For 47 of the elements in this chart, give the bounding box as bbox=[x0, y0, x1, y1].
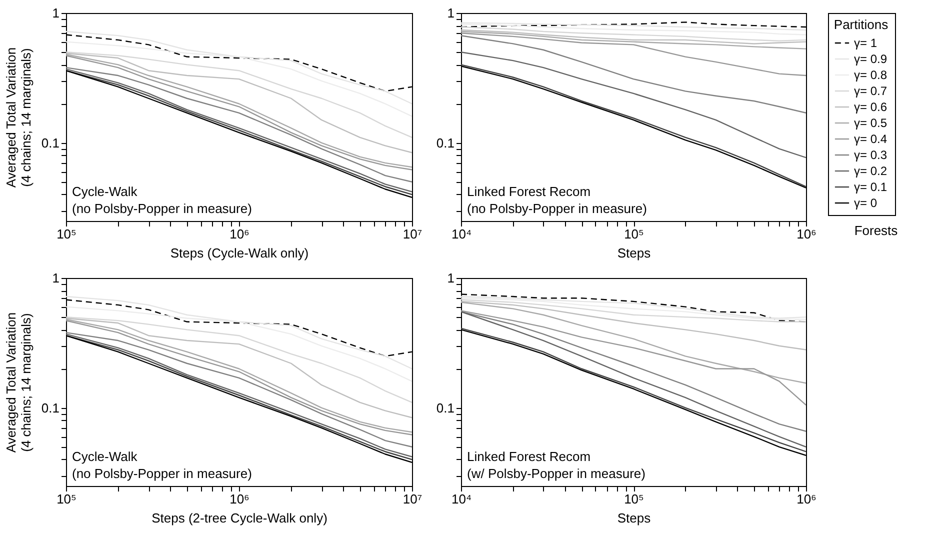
annotation: (no Polsby-Popper in measure) bbox=[72, 201, 252, 216]
legend-title: Partitions bbox=[834, 17, 889, 32]
legend-label: γ= 0.7 bbox=[854, 84, 888, 98]
y-axis-title: Averaged Total Variation (4 chains; 14 marginals) bbox=[3, 312, 34, 453]
legend-label: γ= 0.8 bbox=[854, 68, 888, 82]
legend-label: γ= 0.6 bbox=[854, 100, 888, 114]
x-tick-label: 10⁷ bbox=[402, 226, 422, 242]
y-tick-label: 1 bbox=[52, 6, 60, 20]
y-axis-title: Averaged Total Variation (4 chains; 14 marginals) bbox=[3, 47, 34, 188]
legend-label: γ= 0 bbox=[854, 196, 878, 210]
legend-label: γ= 1 bbox=[854, 36, 878, 50]
legend-label: γ= 0.1 bbox=[854, 180, 888, 194]
legend-label: γ= 0.4 bbox=[854, 132, 888, 146]
text: Forests bbox=[854, 223, 898, 238]
x-tick-label: 10⁵ bbox=[56, 492, 76, 506]
annotation: Cycle-Walk bbox=[72, 184, 138, 199]
x-axis-title: Steps (Cycle-Walk only) bbox=[170, 246, 309, 260]
y-tick-label: 0.1 bbox=[436, 400, 454, 416]
x-axis-title: Steps bbox=[617, 246, 652, 260]
x-tick-label: 10⁶ bbox=[230, 492, 250, 506]
y-tick-label: 1 bbox=[447, 6, 454, 20]
y-tick-label: 0.1 bbox=[41, 135, 60, 150]
annotation: Cycle-Walk bbox=[72, 449, 138, 464]
annotation: Linked Forest Recom bbox=[467, 184, 591, 199]
x-axis-title: Steps bbox=[617, 510, 652, 526]
legend-label: γ= 0.3 bbox=[854, 148, 888, 162]
x-tick-label: 10⁵ bbox=[56, 226, 76, 242]
annotation: (w/ Polsby-Popper in measure) bbox=[467, 466, 646, 481]
y-tick-label: 1 bbox=[447, 270, 454, 286]
annotation: (no Polsby-Popper in measure) bbox=[467, 201, 647, 216]
legend-label: γ= 0.9 bbox=[854, 52, 888, 66]
y-tick-label: 1 bbox=[52, 270, 60, 286]
x-tick-label: 10⁷ bbox=[402, 492, 422, 506]
x-axis-title: Steps (2-tree Cycle-Walk only) bbox=[152, 510, 328, 526]
annotation: (no Polsby-Popper in measure) bbox=[72, 466, 252, 481]
x-tick-label: 10⁵ bbox=[624, 492, 644, 506]
legend-label: γ= 0.2 bbox=[854, 164, 888, 178]
x-tick-label: 10⁶ bbox=[796, 492, 816, 506]
x-tick-label: 10⁴ bbox=[451, 226, 472, 242]
annotation: Linked Forest Recom bbox=[467, 449, 591, 464]
y-tick-label: 0.1 bbox=[41, 400, 60, 416]
legend-label: γ= 0.5 bbox=[854, 116, 888, 130]
x-tick-label: 10⁶ bbox=[230, 226, 250, 242]
x-tick-label: 10⁴ bbox=[451, 492, 472, 506]
x-tick-label: 10⁶ bbox=[796, 226, 816, 242]
x-tick-label: 10⁵ bbox=[624, 226, 644, 242]
y-tick-label: 0.1 bbox=[436, 135, 454, 150]
